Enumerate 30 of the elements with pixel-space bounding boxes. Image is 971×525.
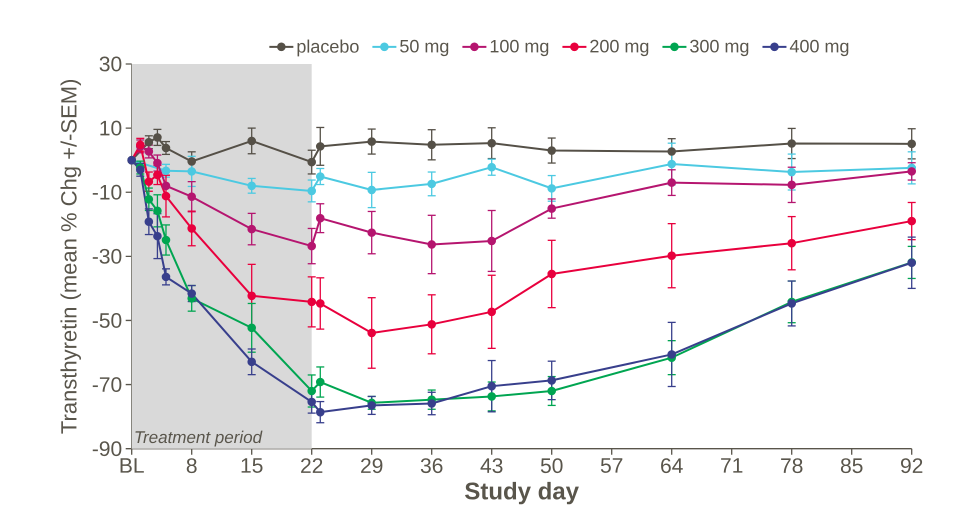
x-tick-label: 36 [420, 458, 442, 474]
y-tick-label: -30 [92, 248, 122, 264]
y-axis-title: Transthyretin (mean % Chg +/-SEM) [60, 80, 81, 434]
x-tick-label: 29 [361, 458, 382, 474]
x-tick-label: 78 [781, 458, 802, 474]
legend-label: 50 mg [400, 40, 448, 56]
x-tick-label: 15 [242, 458, 262, 473]
x-tick-label: 43 [480, 458, 502, 474]
x-tick-label: 8 [186, 458, 197, 474]
y-tick-label: 10 [100, 120, 122, 136]
x-tick-label: 57 [600, 458, 622, 473]
y-tick-label: -50 [92, 313, 122, 328]
y-tick-label: -70 [92, 377, 122, 392]
x-tick-label: 71 [721, 458, 742, 473]
legend-label: 300 mg [690, 40, 748, 56]
legend-label: 200 mg [590, 40, 648, 56]
x-tick-label: 50 [540, 458, 563, 474]
x-tick-label: 64 [661, 458, 683, 474]
y-tick-label: -90 [92, 441, 122, 456]
x-tick-label: 22 [301, 458, 322, 473]
y-tick-label: 30 [100, 56, 122, 72]
x-tick-label: 85 [840, 458, 862, 474]
x-tick-label: BL [120, 458, 144, 473]
band-label: Treatment period [135, 430, 263, 447]
legend-label: placebo [297, 40, 359, 56]
y-tick-label: -10 [92, 184, 122, 200]
legend-label: 100 mg [490, 40, 548, 56]
x-tick-label: 92 [901, 458, 922, 474]
legend-label: 400 mg [790, 40, 848, 56]
x-axis-title: Study day [465, 482, 579, 504]
